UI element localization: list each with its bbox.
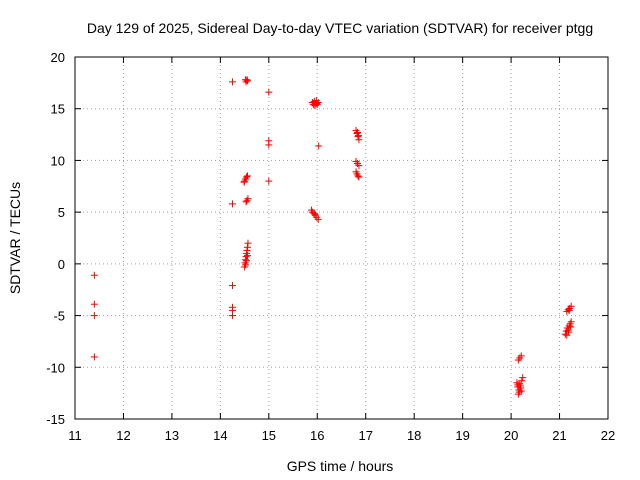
x-axis-label: GPS time / hours bbox=[287, 458, 394, 474]
data-point bbox=[243, 172, 251, 180]
data-point bbox=[567, 302, 575, 310]
data-point bbox=[243, 252, 251, 260]
data-point bbox=[228, 282, 236, 290]
y-tick-label: -15 bbox=[46, 412, 65, 427]
chart-title: Day 129 of 2025, Sidereal Day-to-day VTE… bbox=[87, 20, 593, 36]
data-point bbox=[90, 353, 98, 361]
x-tick-label: 16 bbox=[310, 428, 324, 443]
data-point bbox=[228, 200, 236, 208]
data-point bbox=[240, 178, 248, 186]
data-point bbox=[243, 173, 251, 181]
data-point bbox=[314, 99, 322, 107]
x-tick-label: 19 bbox=[455, 428, 469, 443]
x-tick-label: 18 bbox=[407, 428, 421, 443]
x-tick-label: 12 bbox=[116, 428, 130, 443]
data-point bbox=[242, 198, 250, 206]
data-point bbox=[90, 312, 98, 320]
data-point bbox=[90, 300, 98, 308]
data-point bbox=[564, 305, 572, 313]
x-tick-label: 21 bbox=[552, 428, 566, 443]
data-point bbox=[242, 261, 250, 269]
x-tick-label: 14 bbox=[213, 428, 227, 443]
x-tick-label: 15 bbox=[262, 428, 276, 443]
x-tick-label: 13 bbox=[165, 428, 179, 443]
y-tick-label: 0 bbox=[58, 257, 65, 272]
y-tick-label: 10 bbox=[51, 153, 65, 168]
x-tick-label: 17 bbox=[358, 428, 372, 443]
x-tick-label: 20 bbox=[504, 428, 518, 443]
data-points bbox=[90, 76, 575, 398]
data-point bbox=[243, 257, 251, 265]
plot-frame bbox=[74, 56, 609, 420]
data-point bbox=[517, 387, 525, 395]
y-tick-label: 20 bbox=[51, 50, 65, 65]
data-point bbox=[353, 129, 361, 137]
data-point bbox=[517, 352, 525, 360]
x-tick-label: 11 bbox=[68, 428, 82, 443]
data-point bbox=[519, 374, 527, 382]
data-point bbox=[311, 210, 319, 218]
data-point bbox=[516, 382, 524, 390]
data-point bbox=[565, 328, 573, 336]
data-point bbox=[244, 239, 252, 247]
data-point bbox=[228, 312, 236, 320]
data-point bbox=[355, 173, 363, 181]
data-point bbox=[228, 78, 236, 86]
data-point bbox=[313, 100, 321, 108]
data-point bbox=[265, 177, 273, 185]
grid bbox=[75, 57, 608, 419]
data-point bbox=[518, 377, 526, 385]
data-point bbox=[355, 162, 363, 170]
y-tick-label: -10 bbox=[46, 360, 65, 375]
data-point bbox=[90, 271, 98, 279]
data-point bbox=[242, 78, 250, 86]
axis-ticks: 11 12 13 14 15 16 17 18 19 20 21 22 -15 -10 -5 0 5 10 15 20 bbox=[46, 50, 615, 443]
data-point bbox=[265, 141, 273, 149]
y-tick-label: 15 bbox=[51, 102, 65, 117]
data-point bbox=[563, 331, 571, 339]
data-point bbox=[315, 142, 323, 150]
y-axis-label: SDTVAR / TECUs bbox=[7, 182, 23, 294]
y-tick-label: 5 bbox=[58, 205, 65, 220]
data-point bbox=[354, 132, 362, 140]
data-point bbox=[265, 88, 273, 96]
data-point bbox=[565, 306, 573, 314]
data-point bbox=[243, 77, 251, 85]
y-tick-label: -5 bbox=[53, 309, 65, 324]
x-tick-label: 22 bbox=[601, 428, 615, 443]
data-point bbox=[567, 323, 575, 331]
data-point bbox=[354, 172, 362, 180]
data-point bbox=[314, 215, 322, 223]
